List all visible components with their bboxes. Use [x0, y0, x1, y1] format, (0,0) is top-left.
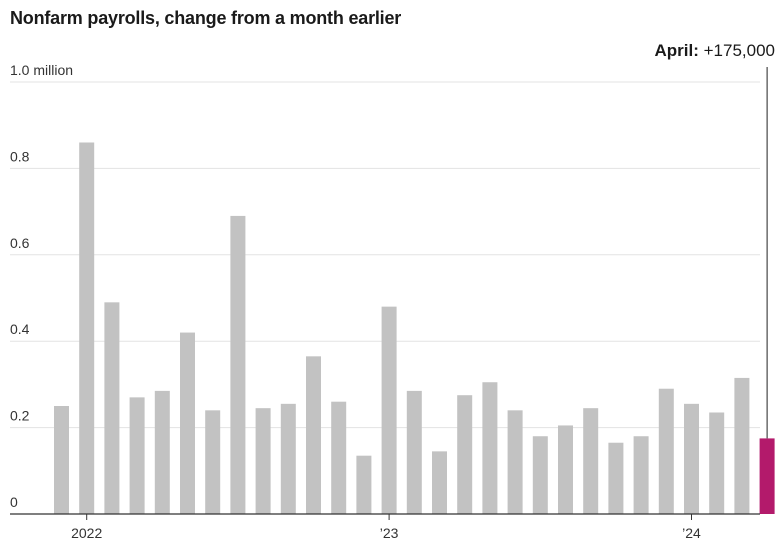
- annotation-label: April: +175,000: [654, 41, 775, 60]
- bar: [104, 302, 120, 514]
- april-annotation: April: +175,000: [654, 41, 775, 439]
- bar: [583, 408, 599, 514]
- bar: [532, 436, 548, 514]
- bar: [684, 403, 699, 514]
- bar: [608, 442, 624, 514]
- bar: [482, 382, 498, 514]
- chart-title: Nonfarm payrolls, change from a month ea…: [10, 8, 402, 28]
- bar: [129, 397, 145, 514]
- bar: [432, 451, 447, 514]
- bar: [79, 142, 95, 515]
- y-tick-label: 1.0 million: [10, 62, 73, 78]
- axes: 0 0.2 0.4 0.6 0.8 1.0 million 2022 ’23 ’24: [10, 62, 760, 541]
- annotation-colon: :: [693, 41, 703, 60]
- bar-highlight: [759, 438, 775, 514]
- y-tick-label: 0.4: [10, 321, 30, 337]
- x-tick-label: ’24: [682, 525, 701, 541]
- bar: [406, 390, 422, 514]
- bars: [54, 142, 775, 515]
- bar: [709, 412, 725, 514]
- bar: [255, 408, 271, 514]
- bar: [280, 403, 296, 514]
- bar: [658, 388, 674, 514]
- bar: [306, 356, 321, 514]
- bar: [457, 395, 473, 514]
- bar: [734, 377, 750, 514]
- bar: [230, 215, 246, 515]
- x-tick-label: 2022: [71, 525, 102, 541]
- bar: [331, 401, 347, 514]
- bar: [154, 390, 170, 514]
- annotation-month: April: [654, 41, 693, 60]
- bar: [507, 410, 523, 514]
- y-tick-label: 0.8: [10, 148, 30, 164]
- x-tick-label: ’23: [380, 525, 399, 541]
- y-tick-label: 0: [10, 494, 18, 510]
- bar: [633, 436, 649, 514]
- bar: [54, 406, 69, 514]
- bar: [381, 306, 397, 514]
- annotation-value: +175,000: [704, 41, 775, 60]
- bar: [180, 332, 195, 514]
- bar: [558, 425, 573, 514]
- bar: [205, 410, 221, 514]
- y-tick-label: 0.6: [10, 235, 30, 251]
- y-tick-label: 0.2: [10, 408, 30, 424]
- bar: [356, 455, 372, 514]
